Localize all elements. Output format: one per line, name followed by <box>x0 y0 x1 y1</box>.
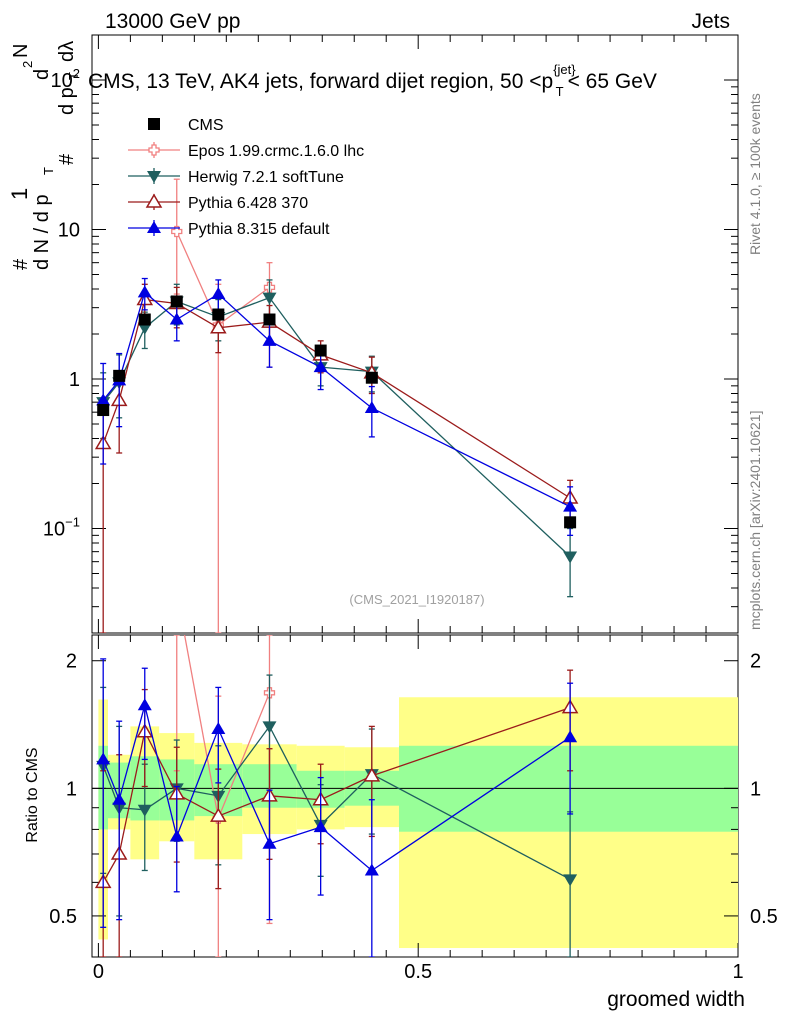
main-herwig-point <box>262 292 277 305</box>
header-left: 13000 GeV pp <box>105 10 240 33</box>
main-epos-point <box>171 225 183 238</box>
ratio-pythia8-point <box>262 836 277 849</box>
ratio-pythia8-point <box>169 829 184 842</box>
title-sub: T <box>556 84 564 99</box>
main-pythia8-point <box>313 360 328 373</box>
main-pythia8-point <box>137 285 152 298</box>
x-tick-label: 0.5 <box>404 961 432 983</box>
legend: CMS Epos 1.99.crmc.1.6.0 lhc Herwig 7.2.1 … <box>128 117 364 238</box>
main-y-tick-label: 1 <box>69 369 80 391</box>
main-pythia8-point <box>364 400 379 413</box>
ylabel-den-sub: T <box>41 167 56 175</box>
ratio-y-tick-label: 2 <box>66 651 77 673</box>
header-right: Jets <box>691 10 730 33</box>
ratio-herwig-point <box>137 804 152 817</box>
legend-marker-herwig <box>147 171 161 183</box>
ylabel-numer-sup: 2 <box>20 61 35 68</box>
main-cms-point <box>365 371 378 384</box>
main-cms-point <box>113 369 126 382</box>
main-cms-point <box>564 516 577 529</box>
ratio-pythia8-point <box>563 730 578 743</box>
main-series <box>94 178 579 633</box>
legend-marker-cms <box>148 118 160 130</box>
main-herwig-point <box>563 551 578 564</box>
legend-marker-epos <box>148 144 160 156</box>
ylabel-one: 1 <box>7 188 32 200</box>
ratio-uncertainty-bands <box>92 697 738 949</box>
ylabel-numer-den-sub: T <box>66 72 81 80</box>
x-tick-label: 1 <box>732 961 743 983</box>
tick-labels: 10−1 1 10 102 0.5 0.5 1 1 2 2 0 0.5 1 <box>43 66 778 983</box>
ylabel-numer2: N <box>10 44 32 58</box>
main-herwig-line <box>102 296 571 557</box>
x-axis-label: groomed width <box>607 988 745 1011</box>
ratio-pythia8-point <box>364 863 379 876</box>
rivet-label: Rivet 4.1.0, ≥ 100k events <box>747 93 763 255</box>
ratio-pythia6-point <box>210 807 227 822</box>
ylabel-numer-den2: dλ <box>56 41 78 62</box>
main-y-tick-label: 10 <box>58 220 80 242</box>
ratio-pythia8-point <box>137 698 152 711</box>
ratio-y-tick-label-right: 2 <box>750 651 761 673</box>
main-y-tick-label: 10−1 <box>43 515 80 541</box>
title-sup: {jet} <box>553 62 576 77</box>
main-pythia8-point <box>169 312 184 325</box>
main-series-clipped <box>94 178 579 633</box>
main-pythia8-point <box>563 499 578 512</box>
main-pythia8-point <box>96 393 111 406</box>
ylabel-hash-2: # <box>56 153 78 165</box>
ratio-y-tick-label: 1 <box>66 778 77 800</box>
main-herwig-point <box>137 322 152 335</box>
legend-label-pythia6: Pythia 6.428 370 <box>188 195 308 212</box>
ylabel-hash: # <box>10 258 32 270</box>
ratio-y-tick-label: 0.5 <box>49 906 77 928</box>
legend-label-epos: Epos 1.99.crmc.1.6.0 lhc <box>188 143 364 160</box>
main-cms-point <box>314 344 327 357</box>
ratio-pythia8-point <box>313 820 328 833</box>
ratio-pythia8-point <box>112 792 127 805</box>
main-pythia8-point <box>262 333 277 346</box>
ylabel-den: d N / d p <box>31 194 53 270</box>
main-cms-point <box>170 295 183 308</box>
legend-label-herwig: Herwig 7.2.1 softTune <box>188 169 344 186</box>
main-pythia8-point <box>211 287 226 300</box>
main-y-axis-label: # d N / d p T 1 # d 2 N d p T dλ <box>7 41 81 270</box>
main-cms-point <box>263 313 276 326</box>
title-end: < 65 GeV <box>568 70 657 93</box>
ratio-y-tick-label-right: 1 <box>750 778 761 800</box>
ratio-y-axis-label: Ratio to CMS <box>24 747 41 842</box>
main-pythia6-line <box>102 298 571 499</box>
main-cms-point <box>97 404 110 417</box>
ratio-series-clipped <box>94 635 579 957</box>
main-cms-point <box>212 308 225 321</box>
main-y-tick-label: 102 <box>51 66 80 92</box>
ratio-herwig-point <box>563 874 578 887</box>
ylabel-numer: d <box>31 69 53 80</box>
ratio-pythia8-point <box>211 722 226 735</box>
ratio-pythia6-point <box>363 767 381 782</box>
legend-label-cms: CMS <box>188 117 224 134</box>
chart-title: CMS, 13 TeV, AK4 jets, forward dijet reg… <box>88 62 657 99</box>
title-main: CMS, 13 TeV, AK4 jets, forward dijet reg… <box>88 70 553 93</box>
ylabel-numer-den: d p <box>56 87 78 115</box>
main-cms-point <box>138 313 151 326</box>
ratio-herwig-point <box>262 721 277 734</box>
legend-marker-pythia8 <box>147 221 161 233</box>
analysis-watermark: (CMS_2021_I1920187) <box>349 592 484 607</box>
ratio-y-tick-label-right: 0.5 <box>750 906 778 928</box>
legend-marker-pythia6 <box>145 193 163 208</box>
main-pythia6-point <box>210 319 227 334</box>
mcplots-label: mcplots.cern.ch [arXiv:2401.10621] <box>747 411 763 630</box>
ratio-series <box>94 635 579 957</box>
ratio-pythia8-point <box>96 752 111 765</box>
axis-ticks <box>92 34 739 958</box>
x-tick-label: 0 <box>93 961 104 983</box>
legend-label-pythia8: Pythia 8.315 default <box>188 221 330 238</box>
